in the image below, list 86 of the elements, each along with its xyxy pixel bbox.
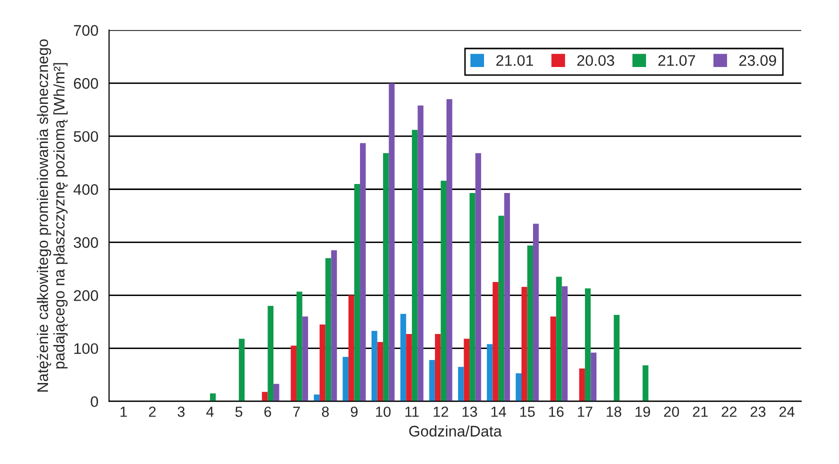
x-tick-label: 4 <box>206 406 214 417</box>
y-tick-label: 200 <box>74 290 98 301</box>
bar <box>434 334 441 402</box>
bar <box>348 295 354 402</box>
y-tick-label: 400 <box>74 184 98 195</box>
y-tick-label: 500 <box>74 131 98 142</box>
x-tick-label: 19 <box>636 406 650 417</box>
x-tick-label: 23 <box>750 406 766 417</box>
bar <box>446 99 452 402</box>
bar <box>354 184 360 402</box>
bar <box>325 258 332 402</box>
x-tick-label: 21 <box>692 406 708 417</box>
bar <box>360 143 366 402</box>
bar <box>521 286 528 402</box>
x-tick-label: 16 <box>549 406 564 417</box>
bar <box>320 324 326 402</box>
bar <box>642 365 648 402</box>
bar <box>579 368 585 402</box>
bar <box>238 338 245 402</box>
x-tick-label: 20 <box>664 406 680 417</box>
bar <box>412 130 418 402</box>
x-tick-label: 14 <box>491 406 506 417</box>
bar <box>516 373 522 402</box>
bar <box>475 153 482 402</box>
bar <box>556 276 562 402</box>
x-tick-label: 1 <box>120 406 127 417</box>
x-tick-label: 2 <box>149 406 156 417</box>
x-tick-label: 10 <box>376 406 391 417</box>
x-tick-label: 3 <box>178 406 185 417</box>
bar <box>388 83 395 402</box>
bar <box>498 216 504 402</box>
bar <box>458 366 464 402</box>
x-tick-label: 24 <box>779 406 795 417</box>
legend-label: 20.03 <box>577 55 614 66</box>
bar <box>470 192 476 402</box>
y-tick-label: 300 <box>74 237 98 248</box>
legend-label: 21.07 <box>658 55 696 66</box>
bar <box>550 316 556 402</box>
bar <box>262 392 268 402</box>
bar <box>268 306 274 402</box>
x-tick-label: 13 <box>462 406 478 417</box>
bar <box>464 338 470 402</box>
bar <box>377 342 384 402</box>
x-tick-label: 18 <box>606 406 622 417</box>
y-tick-label: 600 <box>74 78 98 89</box>
x-axis-title: Godzina/Data <box>409 425 502 437</box>
bar <box>590 352 596 402</box>
x-tick-label: 22 <box>722 406 737 417</box>
x-tick-label: 11 <box>405 406 419 417</box>
bar <box>418 105 424 402</box>
bar <box>331 250 337 402</box>
legend-label: 21.01 <box>496 55 534 66</box>
bar <box>486 344 493 402</box>
bar <box>342 356 348 402</box>
x-tick-label: 9 <box>350 406 358 417</box>
bar <box>400 314 406 402</box>
x-tick-label: 6 <box>264 406 272 417</box>
bar <box>372 330 378 402</box>
y-tick-label: 700 <box>74 25 98 36</box>
x-tick-label: 5 <box>235 406 242 417</box>
bar <box>440 180 447 402</box>
x-tick-label: 8 <box>322 406 329 417</box>
bar <box>273 384 280 402</box>
y-tick-label: 100 <box>74 343 98 354</box>
x-tick-label: 7 <box>293 406 300 417</box>
bar <box>527 245 534 402</box>
bar <box>290 346 297 402</box>
y-axis-title: Natężenie całkowitego promieniowania słonecznego padającego na płaszczyznę poziomą [Wh/m²] <box>36 39 68 392</box>
bar <box>584 288 591 402</box>
bar <box>562 286 568 402</box>
y-tick-label: 0 <box>90 396 98 408</box>
legend-label: 23.09 <box>739 55 776 66</box>
x-tick-label: 17 <box>578 406 592 417</box>
bar <box>492 282 498 402</box>
bar <box>429 360 435 402</box>
bar <box>302 316 308 402</box>
bar <box>533 224 539 402</box>
x-tick-label: 12 <box>434 406 448 417</box>
bar <box>314 394 320 402</box>
bar <box>383 153 389 402</box>
x-tick-label: 15 <box>520 406 535 417</box>
bar <box>210 393 216 402</box>
bar <box>406 334 412 402</box>
bar <box>504 192 510 402</box>
bar <box>614 314 620 402</box>
bar <box>296 292 302 402</box>
